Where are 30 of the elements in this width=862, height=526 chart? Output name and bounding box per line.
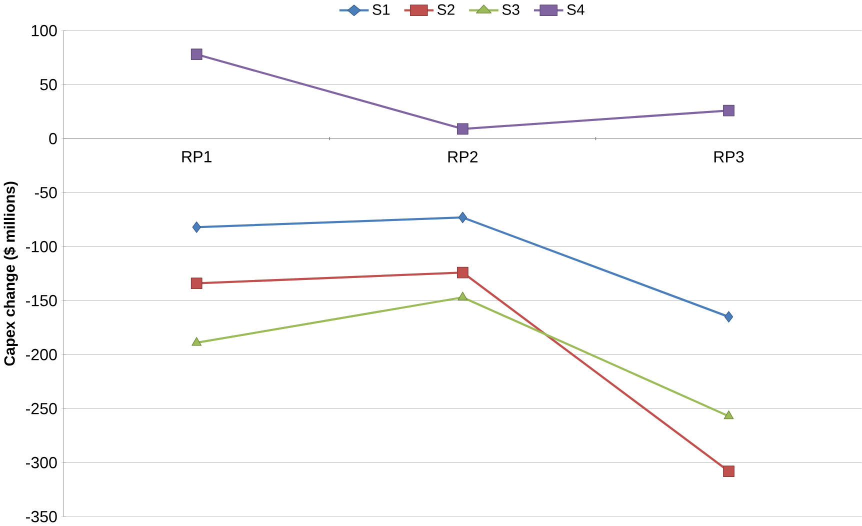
y-tick-label: 0 <box>49 132 57 144</box>
y-tick-label: -50 <box>34 186 57 198</box>
legend-label: S3 <box>502 4 520 15</box>
y-tick-label: -300 <box>26 456 57 468</box>
point <box>192 222 201 233</box>
point <box>723 104 734 116</box>
x-tick-label: RP3 <box>714 151 744 163</box>
y-tick-label: -350 <box>26 510 57 522</box>
y-tick-label: -100 <box>26 240 57 252</box>
point <box>456 123 468 135</box>
x-tick-label: RP1 <box>182 151 212 162</box>
y-tick-label: 50 <box>40 78 57 90</box>
point <box>456 266 468 278</box>
point <box>190 278 202 290</box>
y-tick-label: 100 <box>32 24 57 36</box>
point <box>724 311 734 323</box>
point <box>723 466 734 477</box>
point <box>458 292 468 300</box>
y-tick-label: -200 <box>26 348 57 360</box>
y-tick-label: -250 <box>26 402 57 414</box>
legend-label: S2 <box>437 4 454 15</box>
y-tick-label: -150 <box>26 294 57 306</box>
point <box>724 410 734 420</box>
point <box>190 48 202 60</box>
legend-label: S4 <box>567 4 584 15</box>
legend-label: S1 <box>372 4 390 15</box>
y-axis-title: Capex change ($ millions) <box>4 182 18 366</box>
point <box>458 212 468 224</box>
point <box>192 337 202 346</box>
x-tick-label: RP2 <box>448 151 478 162</box>
